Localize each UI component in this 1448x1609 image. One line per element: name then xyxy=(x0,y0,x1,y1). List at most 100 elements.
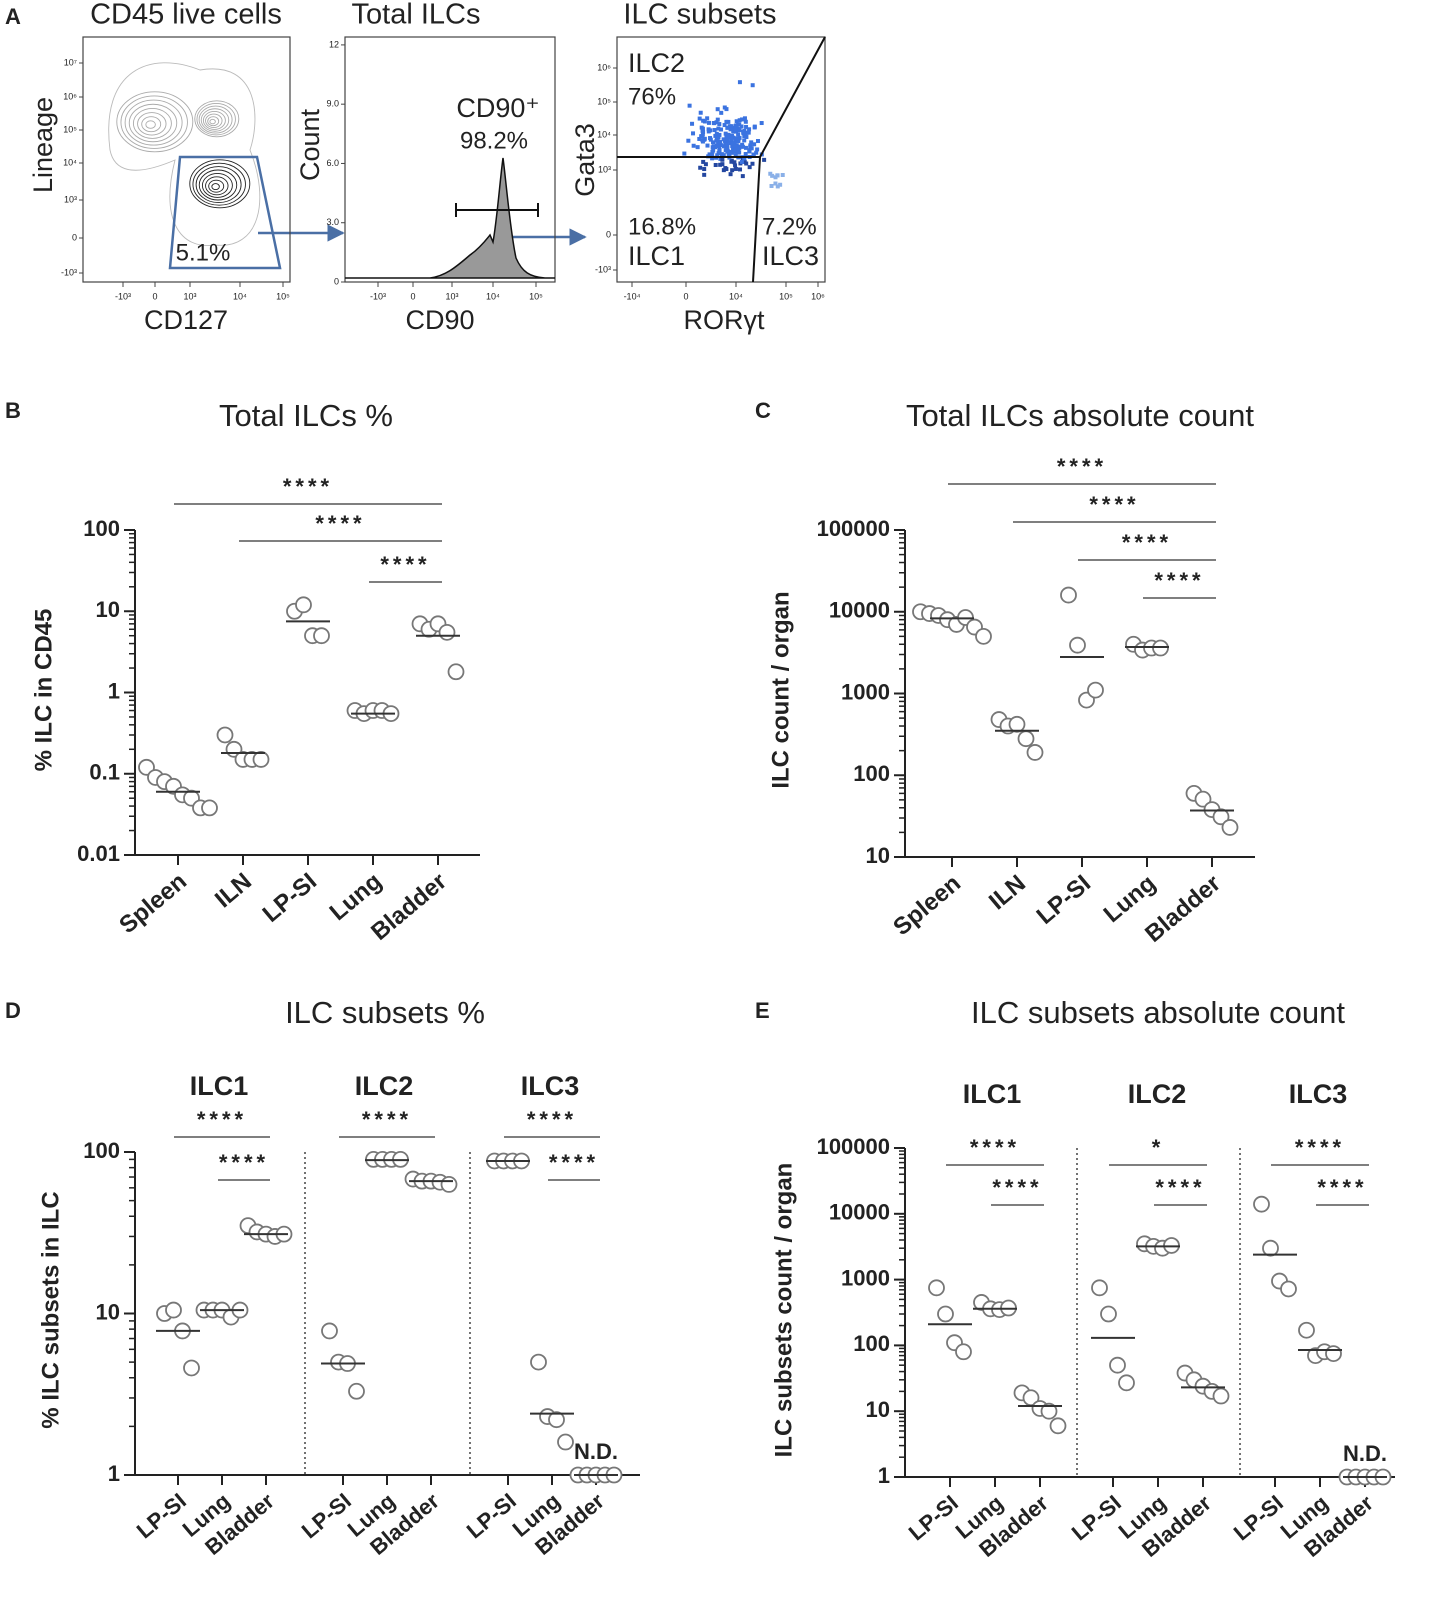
x-tick-label: LP-SI xyxy=(1229,1490,1288,1545)
significance-label: **** xyxy=(197,1107,247,1132)
event-dot xyxy=(742,116,747,121)
event-dot xyxy=(682,151,687,156)
gate-label: 76% xyxy=(628,83,676,110)
event-dot xyxy=(762,157,767,162)
x-tick-label: LP-SI xyxy=(904,1490,963,1545)
y-tick-label: 10⁶ xyxy=(597,62,611,72)
event-dot xyxy=(721,153,726,158)
event-dot xyxy=(695,145,700,150)
event-dot xyxy=(752,124,757,129)
event-dot xyxy=(720,162,725,167)
data-point xyxy=(447,663,465,681)
event-dot xyxy=(699,125,704,130)
contour xyxy=(124,99,183,146)
gate-name: ILC1 xyxy=(628,241,685,271)
significance-label: **** xyxy=(362,1107,412,1132)
event-dot xyxy=(769,183,774,188)
y-tick-label: 10 xyxy=(866,843,890,868)
event-dot xyxy=(701,118,706,123)
event-dot xyxy=(710,156,715,161)
event-dot xyxy=(701,159,706,164)
event-dot xyxy=(718,140,723,145)
event-dot xyxy=(737,150,742,155)
significance-label: **** xyxy=(283,474,333,499)
significance-label: * xyxy=(1152,1135,1165,1160)
y-tick-label: 100 xyxy=(83,516,120,541)
x-tick-label: 10⁵ xyxy=(779,291,793,301)
x-axis-label: RORγt xyxy=(684,305,765,335)
event-dot xyxy=(733,147,738,152)
event-dot xyxy=(700,139,705,144)
y-tick-label: 10⁷ xyxy=(64,57,77,67)
y-tick-label: 3.0 xyxy=(326,217,339,227)
x-tick-label: LP-SI xyxy=(297,1488,356,1543)
group-label: ILC2 xyxy=(1128,1079,1187,1109)
y-axis-label: Lineage xyxy=(28,97,58,193)
event-dot xyxy=(725,149,730,154)
x-tick-label: LP-SI xyxy=(1067,1490,1126,1545)
significance-label: **** xyxy=(219,1150,269,1175)
data-point xyxy=(440,1176,458,1193)
gate-label: 16.8% xyxy=(628,213,696,240)
panel-letter: D xyxy=(5,998,21,1023)
data-point xyxy=(295,596,312,614)
event-dot xyxy=(747,148,752,153)
significance-label: **** xyxy=(1122,530,1172,555)
y-tick-label: 100000 xyxy=(817,516,890,541)
event-dot xyxy=(723,166,728,171)
significance-label: **** xyxy=(315,511,365,536)
event-dot xyxy=(720,157,725,162)
event-dot xyxy=(736,139,741,144)
y-tick-label: 0.1 xyxy=(89,760,120,785)
event-dot xyxy=(728,150,733,155)
event-dot xyxy=(780,172,785,177)
data-point xyxy=(165,1301,182,1319)
event-dot xyxy=(733,153,738,158)
contour xyxy=(120,95,188,149)
event-dot xyxy=(744,161,749,166)
event-dot xyxy=(719,143,724,148)
event-dot xyxy=(755,147,760,152)
event-dot xyxy=(710,149,715,154)
y-tick-label: 6.0 xyxy=(326,158,339,168)
y-tick-label: 1000 xyxy=(841,1265,890,1290)
panel-letter: A xyxy=(5,4,21,29)
y-tick-label: 10⁵ xyxy=(63,124,77,134)
event-dot xyxy=(743,119,748,124)
significance-label: **** xyxy=(1155,1175,1205,1200)
event-dot xyxy=(773,181,778,186)
event-dot xyxy=(698,165,703,170)
significance-label: **** xyxy=(527,1107,577,1132)
event-dot xyxy=(733,129,738,134)
y-tick-label: 1 xyxy=(108,678,120,703)
plot-title: ILC subsets xyxy=(623,0,776,31)
contour xyxy=(116,91,194,153)
event-dot xyxy=(750,161,755,166)
event-dot xyxy=(697,136,702,141)
x-tick-label: 10⁴ xyxy=(729,291,743,301)
event-dot xyxy=(734,126,739,131)
y-tick-label: 0 xyxy=(606,229,611,239)
event-dot xyxy=(701,130,706,135)
chart-title: ILC subsets absolute count xyxy=(971,995,1345,1030)
y-tick-label: 0 xyxy=(334,276,339,286)
event-dot xyxy=(728,127,733,132)
significance-label: **** xyxy=(970,1135,1020,1160)
event-dot xyxy=(749,146,754,151)
event-dot xyxy=(736,132,741,137)
event-dot xyxy=(733,166,738,171)
x-tick-label: LP-SI xyxy=(258,868,322,928)
x-tick-label: Spleen xyxy=(888,870,966,941)
gate-name: CD90⁺ xyxy=(456,93,539,123)
event-dot xyxy=(748,143,753,148)
event-dot xyxy=(687,103,692,108)
event-dot xyxy=(702,167,707,172)
event-dot xyxy=(709,152,714,157)
contour xyxy=(145,120,156,129)
event-dot xyxy=(737,128,742,133)
event-dot xyxy=(706,120,711,125)
y-tick-label: 10 xyxy=(96,1299,120,1324)
event-dot xyxy=(724,119,729,124)
x-tick-label: 10⁵ xyxy=(529,291,543,301)
contour xyxy=(211,183,220,191)
